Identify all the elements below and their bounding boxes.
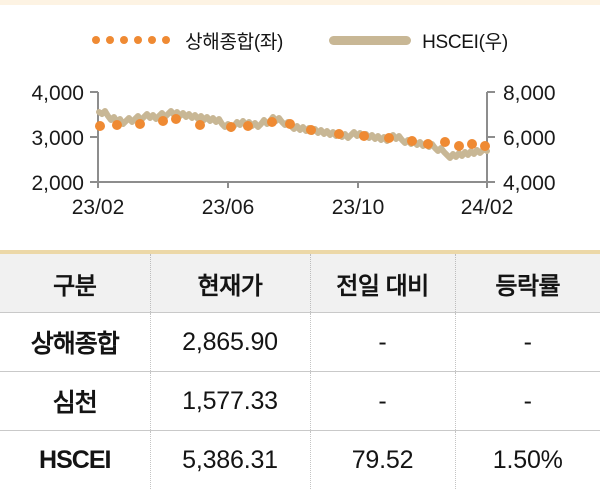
legend-item-hscei: HSCEI(우) (329, 27, 508, 54)
x-tick-2402: 24/02 (461, 196, 514, 219)
left-axis: 4,000 3,000 2,000 (31, 82, 98, 195)
row-price-shenzhen: 1,577.33 (150, 372, 310, 431)
row-name-shanghai: 상해종합 (0, 313, 150, 372)
left-axis-tick-2000: 2,000 (31, 172, 84, 195)
table-row: HSCEI 5,386.31 79.52 1.50% (0, 431, 600, 489)
right-axis-tick-4000: 4,000 (503, 172, 556, 195)
row-price-shanghai: 2,865.90 (150, 313, 310, 372)
legend-item-shanghai: 상해종합(좌) (92, 27, 283, 54)
col-header-rate: 등락률 (455, 252, 600, 313)
right-axis-tick-6000: 6,000 (503, 127, 556, 150)
table-row: 상해종합 2,865.90 - - (0, 313, 600, 372)
x-tick-2306: 23/06 (202, 196, 255, 219)
x-tick-2310: 23/10 (332, 196, 385, 219)
index-quote-table: 구분 현재가 전일 대비 등락률 상해종합 2,865.90 - - 심천 1,… (0, 250, 600, 489)
chart-legend: 상해종합(좌) HSCEI(우) (0, 24, 600, 56)
col-header-change: 전일 대비 (310, 252, 455, 313)
col-header-category: 구분 (0, 252, 150, 313)
row-price-hscei: 5,386.31 (150, 431, 310, 489)
row-name-shenzhen: 심천 (0, 372, 150, 431)
top-accent-strip (0, 0, 600, 5)
right-axis: 8,000 6,000 4,000 (487, 82, 556, 195)
x-tick-2302: 23/02 (72, 196, 125, 219)
index-trend-chart: 4,000 3,000 2,000 8,000 6,000 4,000 (0, 78, 600, 233)
row-rate-hscei: 1.50% (455, 431, 600, 489)
series-line-hscei (99, 111, 487, 158)
row-change-shanghai: - (310, 313, 455, 372)
col-header-price: 현재가 (150, 252, 310, 313)
left-axis-tick-3000: 3,000 (31, 127, 84, 150)
row-rate-shanghai: - (455, 313, 600, 372)
solid-line-icon (329, 36, 411, 45)
legend-label-shanghai: 상해종합(좌) (185, 27, 283, 54)
row-name-hscei: HSCEI (0, 431, 150, 489)
dotted-dots-icon (92, 36, 174, 44)
row-rate-shenzhen: - (455, 372, 600, 431)
right-axis-tick-8000: 8,000 (503, 82, 556, 105)
x-axis-labels: 23/02 23/06 23/10 24/02 (72, 196, 514, 219)
left-axis-tick-4000: 4,000 (31, 82, 84, 105)
legend-label-hscei: HSCEI(우) (422, 27, 508, 54)
row-change-shenzhen: - (310, 372, 455, 431)
table-row: 심천 1,577.33 - - (0, 372, 600, 431)
table-header-row: 구분 현재가 전일 대비 등락률 (0, 252, 600, 313)
row-change-hscei: 79.52 (310, 431, 455, 489)
